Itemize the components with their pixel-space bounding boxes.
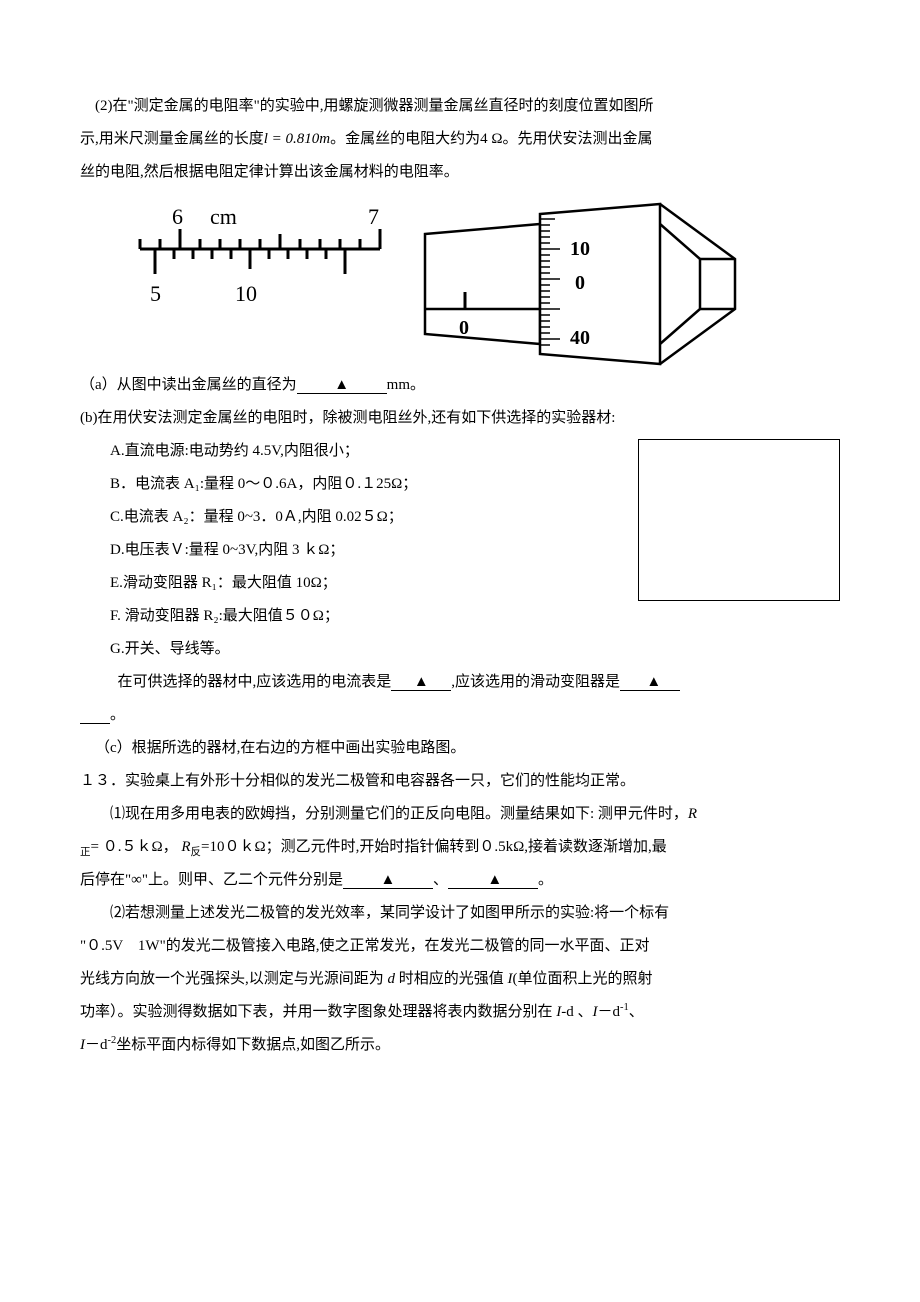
q13-2d-b: -d 、 [561,1004,592,1020]
ruler-cm: cm [210,204,237,229]
ruler-7: 7 [368,204,379,229]
q13-2c-c: (单位面积上光的照射 [513,971,653,987]
q2-b-blank1: ▲ [391,675,451,691]
q13-2-line2: "０.5V 1W"的发光二极管接入电路,使之正常发光，在发光二极管的同一水平面、… [80,930,840,963]
ruler-10: 10 [235,281,257,306]
circuit-box [638,439,840,601]
q13-2c-var: d [388,971,396,987]
q13-1g: =10０ｋΩ；测乙元件时,开始时指针偏转到０.5kΩ,接着读数逐渐增加,最 [201,839,667,855]
q2-b-intro: (b)在用伏安法测定金属丝的电阻时，除被测电阻丝外,还有如下供选择的实验器材: [80,402,840,435]
micro-left-0: 0 [459,317,469,339]
q13-2d-sup1: -1 [620,1002,629,1013]
q13-2e-b: 坐标平面内标得如下数据点,如图乙所示。 [116,1037,390,1053]
q13-1-line1: ⑴现在用多用电表的欧姆挡，分别测量它们的正反向电阻。测量结果如下: 测甲元件时，… [80,798,840,831]
q2-a-unit: mm。 [387,377,425,393]
micro-10: 10 [570,238,590,260]
q13-1-blank1: ▲ [343,873,433,889]
q13-1end: 。 [538,872,553,888]
micrometer-svg: 0 10 0 [420,199,740,369]
q13-1d: = ０.５ｋΩ， [91,839,178,855]
q2-intro-line2: 示,用米尺测量金属丝的长度l = 0.810m。金属丝的电阻大约为4 Ω。先用伏… [80,123,840,156]
q13-1h: 后停在"∞"上。则甲、乙二个元件分别是 [80,872,343,888]
q13-2-line3: 光线方向放一个光强探头,以测定与光源间距为 d 时相应的光强值 I(单位面积上光… [80,963,840,996]
q13-2-line5: I－d-2坐标平面内标得如下数据点,如图乙所示。 [80,1029,840,1062]
q13-2-line1: ⑵若想测量上述发光二极管的发光效率，某同学设计了如图甲所示的实验:将一个标有 [80,897,840,930]
q2-a-blank: ▲ [297,378,387,394]
q2-a: （a）从图中读出金属丝的直径为▲mm。 [80,369,840,402]
q2-intro2-var: l = 0.810m [264,131,330,147]
q13-2e-a: －d [85,1037,108,1053]
q13-2e-sup: -2 [108,1035,117,1046]
q13-1sep: 、 [433,872,448,888]
q13-2d-d: 、 [629,1004,644,1020]
q13-2d-c: －d [598,1004,621,1020]
ruler-svg: 6 cm 7 [110,199,400,329]
q13-2c-a: 光线方向放一个光强探头,以测定与光源间距为 [80,971,384,987]
q13-2c-b: 时相应的光强值 [399,971,504,987]
q13-1f: 反 [191,847,202,858]
q13-2d-a: 功率）。实验测得数据如下表，并用一数字图象处理器将表内数据分别在 [80,1004,553,1020]
q13-1-line3: 后停在"∞"上。则甲、乙二个元件分别是 ▲ 、 ▲ 。 [80,864,840,897]
q2-b-blank2: ▲ [620,675,680,691]
q2-b-select: 在可供选择的器材中,应该选用的电流表是 ▲ ,应该选用的滑动变阻器是 ▲ [80,666,840,699]
q2-b-blank3 [80,708,110,724]
q13-1-blank2: ▲ [448,873,538,889]
ruler-6: 6 [172,204,183,229]
q2-b-sel1: 在可供选择的器材中,应该选用的电流表是 [118,674,392,690]
q2-intro2b: 。金属丝的电阻大约为4 Ω。先用伏安法测出金属 [330,131,652,147]
q13-1a: ⑴现在用多用电表的欧姆挡，分别测量它们的正反向电阻。测量结果如下: 测甲元件时， [110,806,688,822]
q2-intro-line3: 丝的电阻,然后根据电阻定律计算出该金属材料的电阻率。 [80,156,840,189]
q13-1-var2: R [181,839,190,855]
opt-g: G.开关、导线等。 [80,633,840,666]
opt-f: F. 滑动变阻器 R₂:最大阻值５０Ω； [80,600,840,633]
q2-b-end: 。 [80,699,840,732]
q13-2a: ⑵若想测量上述发光二极管的发光效率，某同学设计了如图甲所示的实验:将一个标有 [110,905,669,921]
q13-title: １３．实验桌上有外形十分相似的发光二极管和电容器各一只，它们的性能均正常。 [80,765,840,798]
figures-row: 6 cm 7 [110,199,840,369]
ruler-5: 5 [150,281,161,306]
q13-1c: 正 [80,847,91,858]
q2-c: （c）根据所选的器材,在右边的方框中画出实验电路图。 [80,732,840,765]
q2-a-label: （a）从图中读出金属丝的直径为 [80,377,297,393]
micro-40: 40 [570,327,590,349]
micro-0: 0 [575,272,585,294]
q2-intro-line1: (2)在"测定金属的电阻率"的实验中,用螺旋测微器测量金属丝直径时的刻度位置如图… [80,90,840,123]
options-with-box: A.直流电源:电动势约 4.5V,内阻很小； B．电流表 A₁:量程 0～０.6… [80,435,840,666]
q2-intro2a: 示,用米尺测量金属丝的长度 [80,131,264,147]
q13-1-line2: 正= ０.５ｋΩ， R反=10０ｋΩ；测乙元件时,开始时指针偏转到０.5kΩ,接… [80,831,840,864]
q13-1-var1: R [688,806,697,822]
q13-2-line4: 功率）。实验测得数据如下表，并用一数字图象处理器将表内数据分别在 I-d 、I－… [80,996,840,1029]
q2-b-sel2: ,应该选用的滑动变阻器是 [451,674,620,690]
